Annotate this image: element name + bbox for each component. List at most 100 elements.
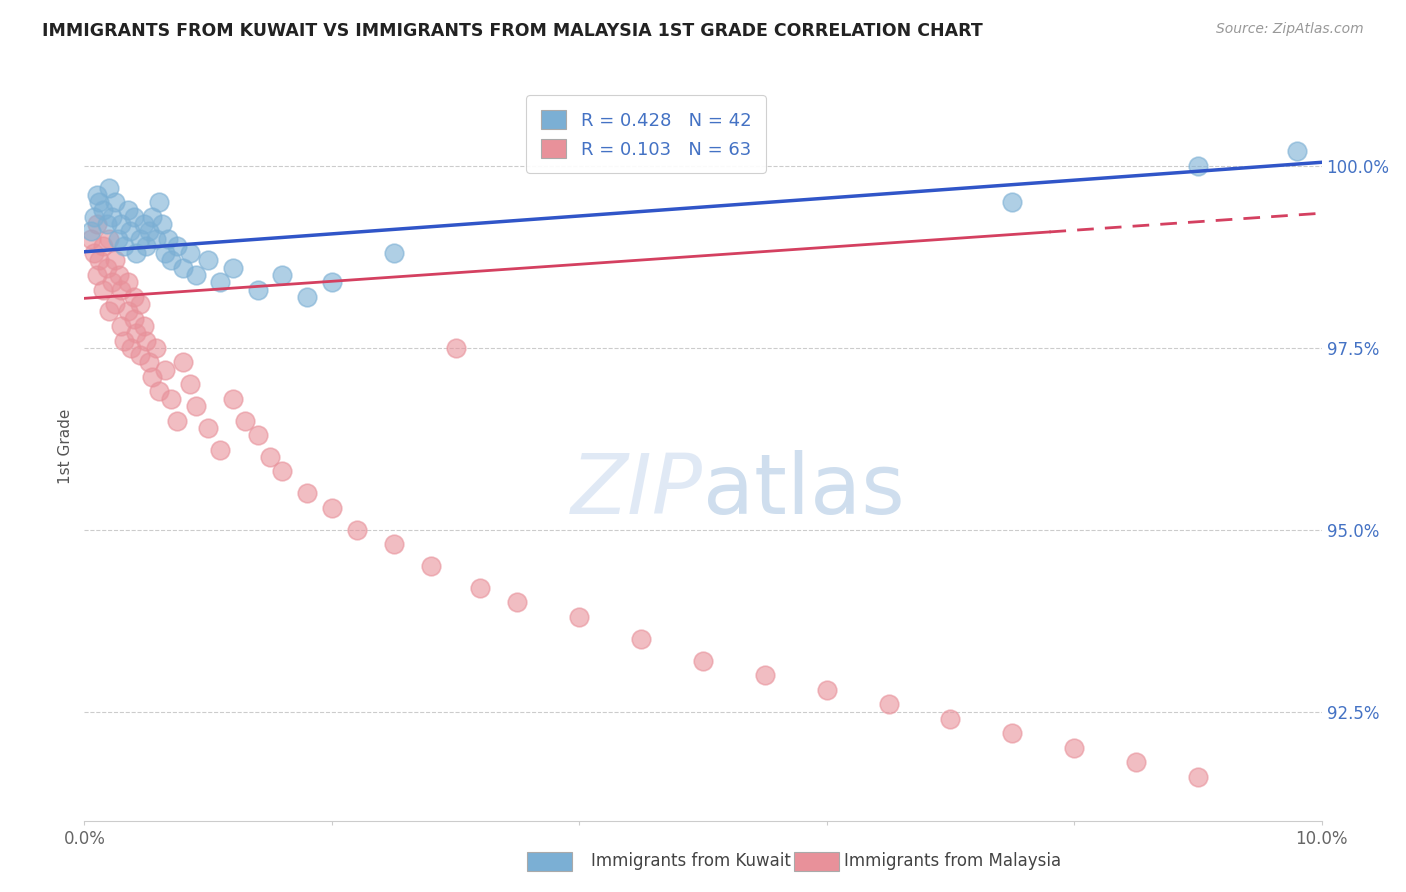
Point — [939, 712, 962, 726]
Point — [83, 210, 105, 224]
Point — [160, 253, 183, 268]
Point — [132, 217, 155, 231]
Point — [568, 610, 591, 624]
Point — [86, 188, 108, 202]
Point — [138, 355, 160, 369]
Point — [112, 239, 135, 253]
Y-axis label: 1st Grade: 1st Grade — [58, 409, 73, 483]
Point — [259, 450, 281, 464]
Point — [444, 341, 467, 355]
Point — [145, 341, 167, 355]
Point — [122, 290, 145, 304]
Text: ZIP: ZIP — [571, 450, 703, 532]
Text: Source: ZipAtlas.com: Source: ZipAtlas.com — [1216, 22, 1364, 37]
Point — [197, 421, 219, 435]
Point — [346, 523, 368, 537]
Point — [233, 413, 256, 427]
Point — [135, 334, 157, 348]
Point — [98, 304, 121, 318]
Point — [630, 632, 652, 646]
Point — [100, 210, 122, 224]
Point — [271, 268, 294, 282]
Point — [79, 224, 101, 238]
Point — [1001, 726, 1024, 740]
Point — [98, 232, 121, 246]
Point — [104, 195, 127, 210]
Point — [172, 260, 194, 275]
Point — [89, 253, 111, 268]
Point — [1285, 145, 1308, 159]
Point — [184, 268, 207, 282]
Point — [197, 253, 219, 268]
Point — [172, 355, 194, 369]
Point — [1001, 195, 1024, 210]
Point — [295, 290, 318, 304]
Point — [1187, 770, 1209, 784]
Point — [86, 268, 108, 282]
Point — [382, 537, 405, 551]
Point — [382, 246, 405, 260]
Point — [104, 297, 127, 311]
Point — [117, 304, 139, 318]
Point — [506, 595, 529, 609]
Point — [83, 246, 105, 260]
Point — [1187, 159, 1209, 173]
Point — [120, 341, 142, 355]
Point — [117, 276, 139, 290]
Point — [129, 232, 152, 246]
Point — [110, 318, 132, 333]
Point — [129, 348, 152, 362]
Point — [295, 486, 318, 500]
Point — [135, 239, 157, 253]
Point — [209, 276, 232, 290]
Point — [79, 232, 101, 246]
Text: IMMIGRANTS FROM KUWAIT VS IMMIGRANTS FROM MALAYSIA 1ST GRADE CORRELATION CHART: IMMIGRANTS FROM KUWAIT VS IMMIGRANTS FRO… — [42, 22, 983, 40]
Point — [104, 253, 127, 268]
Legend: R = 0.428   N = 42, R = 0.103   N = 63: R = 0.428 N = 42, R = 0.103 N = 63 — [526, 95, 766, 173]
Point — [246, 428, 269, 442]
Point — [179, 377, 201, 392]
Point — [1063, 740, 1085, 755]
Point — [96, 217, 118, 231]
Point — [141, 370, 163, 384]
Point — [110, 283, 132, 297]
Point — [86, 217, 108, 231]
Point — [145, 232, 167, 246]
Point — [166, 239, 188, 253]
Point — [122, 210, 145, 224]
Point — [141, 210, 163, 224]
Point — [419, 559, 441, 574]
Point — [89, 195, 111, 210]
Point — [160, 392, 183, 406]
Point — [108, 268, 131, 282]
Point — [153, 246, 176, 260]
Text: Immigrants from Kuwait: Immigrants from Kuwait — [591, 852, 790, 870]
Point — [246, 283, 269, 297]
Point — [754, 668, 776, 682]
Point — [125, 246, 148, 260]
Point — [1125, 756, 1147, 770]
Point — [148, 384, 170, 399]
Point — [98, 180, 121, 194]
Point — [112, 334, 135, 348]
Point — [321, 500, 343, 515]
Point — [91, 239, 114, 253]
Point — [815, 682, 838, 697]
Point — [129, 297, 152, 311]
Point — [122, 311, 145, 326]
Point — [150, 217, 173, 231]
Text: atlas: atlas — [703, 450, 904, 532]
Point — [470, 581, 492, 595]
Point — [692, 654, 714, 668]
Point — [148, 195, 170, 210]
Point — [184, 399, 207, 413]
Point — [321, 276, 343, 290]
Point — [91, 202, 114, 217]
Point — [120, 224, 142, 238]
Point — [179, 246, 201, 260]
Point — [125, 326, 148, 341]
Point — [107, 232, 129, 246]
Text: Immigrants from Malaysia: Immigrants from Malaysia — [844, 852, 1060, 870]
Point — [117, 202, 139, 217]
Point — [100, 276, 122, 290]
